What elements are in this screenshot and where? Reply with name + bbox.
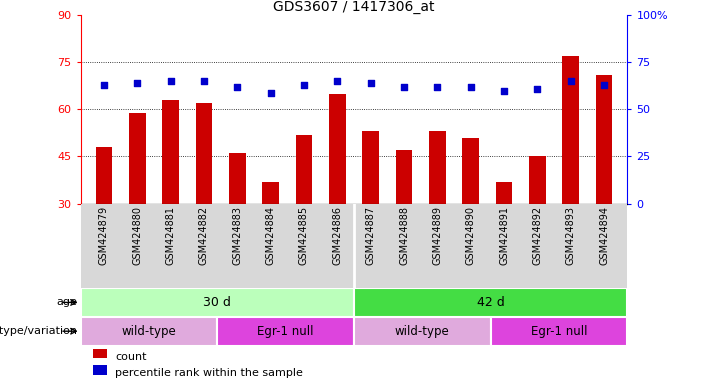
Point <box>465 84 476 90</box>
Bar <box>163 100 179 204</box>
Point <box>265 89 276 96</box>
Text: age: age <box>56 297 77 308</box>
Text: GSM424884: GSM424884 <box>266 206 275 265</box>
Title: GDS3607 / 1417306_at: GDS3607 / 1417306_at <box>273 0 435 14</box>
Point <box>398 84 409 90</box>
Bar <box>95 147 112 204</box>
Point <box>532 86 543 92</box>
Text: GSM424887: GSM424887 <box>366 206 376 265</box>
Bar <box>496 182 512 204</box>
Point <box>498 88 510 94</box>
Bar <box>81 288 354 317</box>
Point <box>332 78 343 84</box>
Text: wild-type: wild-type <box>395 325 450 338</box>
Point <box>365 80 376 86</box>
Text: count: count <box>115 352 147 362</box>
Bar <box>429 131 446 204</box>
Text: percentile rank within the sample: percentile rank within the sample <box>115 368 303 378</box>
Text: GSM424882: GSM424882 <box>199 206 209 265</box>
Bar <box>296 134 313 204</box>
Bar <box>529 157 545 204</box>
Point <box>98 82 109 88</box>
Bar <box>354 317 491 346</box>
Point <box>599 82 610 88</box>
Text: GSM424891: GSM424891 <box>499 206 509 265</box>
Bar <box>562 56 579 204</box>
Bar <box>196 103 212 204</box>
Point <box>565 78 576 84</box>
Bar <box>362 131 379 204</box>
Bar <box>217 317 354 346</box>
Text: GSM424880: GSM424880 <box>132 206 142 265</box>
Text: GSM424894: GSM424894 <box>599 206 609 265</box>
Point <box>299 82 310 88</box>
Bar <box>596 75 613 204</box>
Text: GSM424885: GSM424885 <box>299 206 309 265</box>
Text: GSM424883: GSM424883 <box>232 206 243 265</box>
Text: GSM424890: GSM424890 <box>465 206 476 265</box>
Bar <box>229 153 245 204</box>
Point <box>132 80 143 86</box>
Text: GSM424892: GSM424892 <box>532 206 543 265</box>
Bar <box>395 150 412 204</box>
Bar <box>329 94 346 204</box>
Text: GSM424881: GSM424881 <box>165 206 176 265</box>
Bar <box>354 288 627 317</box>
Bar <box>81 317 217 346</box>
Bar <box>491 317 627 346</box>
Text: GSM424893: GSM424893 <box>566 206 576 265</box>
Text: GSM424886: GSM424886 <box>332 206 342 265</box>
Bar <box>129 113 146 204</box>
Point <box>198 78 210 84</box>
Text: Egr-1 null: Egr-1 null <box>257 325 314 338</box>
Point <box>232 84 243 90</box>
Bar <box>93 366 107 375</box>
Text: wild-type: wild-type <box>121 325 177 338</box>
Text: GSM424888: GSM424888 <box>399 206 409 265</box>
Bar <box>262 182 279 204</box>
Bar <box>463 138 479 204</box>
Point <box>432 84 443 90</box>
Text: 42 d: 42 d <box>477 296 505 309</box>
Bar <box>93 349 107 358</box>
Text: GSM424879: GSM424879 <box>99 206 109 265</box>
Text: genotype/variation: genotype/variation <box>0 326 77 336</box>
Point <box>165 78 176 84</box>
Text: Egr-1 null: Egr-1 null <box>531 325 587 338</box>
Text: GSM424889: GSM424889 <box>433 206 442 265</box>
Text: 30 d: 30 d <box>203 296 231 309</box>
